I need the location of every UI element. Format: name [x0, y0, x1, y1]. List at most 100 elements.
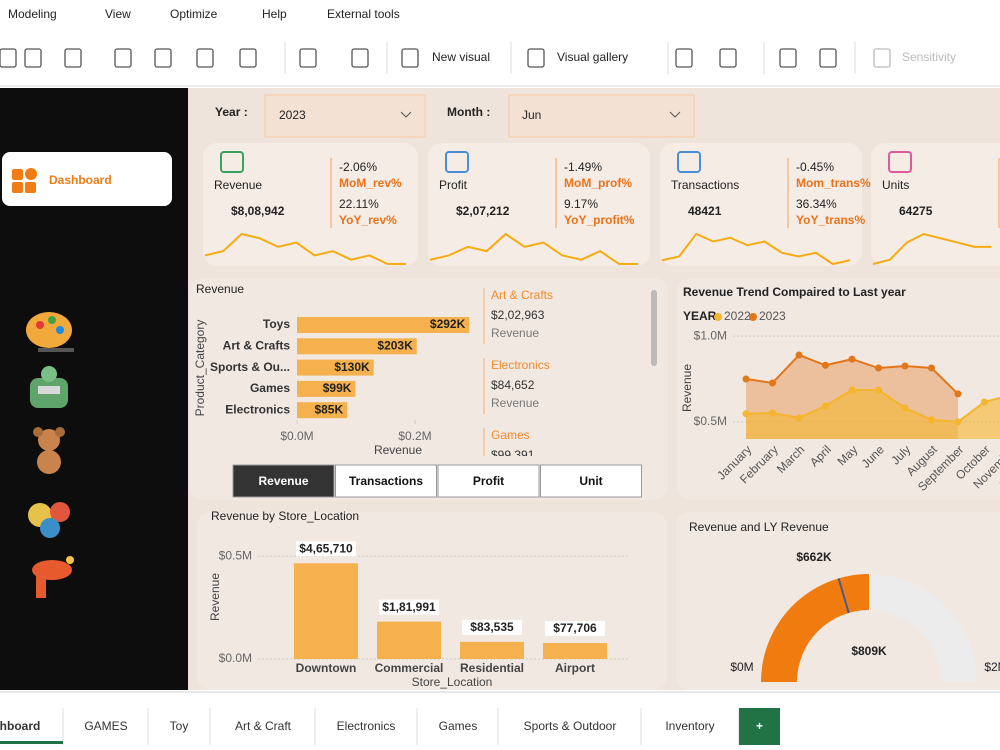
legend-swatch	[749, 313, 757, 321]
x-tick-label: Residential	[460, 661, 524, 675]
side-icons	[26, 312, 74, 598]
sheet-tab[interactable]: GAMES	[84, 719, 127, 733]
data-point[interactable]	[769, 379, 776, 387]
data-point[interactable]	[928, 364, 935, 372]
dropdown[interactable]	[264, 94, 426, 138]
data-point[interactable]	[875, 386, 882, 394]
bar[interactable]	[460, 641, 524, 659]
data-label: $130K	[334, 360, 370, 374]
legend-label: 2022	[724, 309, 751, 323]
menu-item[interactable]: Modeling	[8, 7, 57, 21]
kpi-card	[428, 143, 650, 266]
filter-label: Month :	[447, 105, 490, 119]
bar[interactable]	[294, 563, 358, 659]
x-tick-label: Airport	[555, 661, 595, 675]
menu-item[interactable]: Optimize	[170, 7, 218, 21]
slicer-button[interactable]	[437, 464, 540, 498]
x-tick-label: $0.2M	[398, 429, 431, 443]
bar[interactable]	[297, 338, 417, 355]
toolbar-button[interactable]: Sensitivity	[902, 50, 956, 64]
toolbar-icon	[114, 48, 132, 68]
bar[interactable]	[297, 359, 374, 376]
data-point[interactable]	[769, 409, 776, 417]
slicer-button[interactable]	[335, 464, 437, 498]
data-label: $85K	[314, 402, 343, 416]
data-point[interactable]	[795, 351, 803, 359]
active-tab-underline	[0, 741, 63, 744]
sheet-tab[interactable]: Inventory	[665, 719, 714, 733]
toolbar-icon	[719, 48, 737, 68]
data-point[interactable]	[981, 398, 988, 406]
bar[interactable]	[377, 621, 441, 659]
data-point[interactable]	[901, 404, 909, 412]
kpi-title: Units	[882, 178, 909, 192]
dropdown[interactable]	[508, 94, 695, 138]
sheet-tab[interactable]: Art & Craft	[235, 719, 292, 733]
kpi-yoy: 36.34%	[796, 197, 837, 211]
toolbar-button[interactable]: Visual gallery	[557, 50, 628, 64]
kpi-yoy-label: YoY_rev%	[339, 213, 397, 227]
data-point[interactable]	[954, 390, 962, 398]
toolbar-button[interactable]: New visual	[432, 50, 490, 64]
kpi-value: $2,07,212	[456, 204, 510, 218]
sheet-tab[interactable]: hboard	[0, 719, 40, 733]
data-point[interactable]	[742, 375, 750, 383]
card-value: $2,02,963	[491, 308, 545, 322]
bar[interactable]	[543, 643, 607, 659]
data-point[interactable]	[848, 355, 856, 363]
toolbar-icon	[527, 48, 545, 68]
menu-item[interactable]: View	[105, 7, 131, 21]
slicer-button[interactable]	[232, 464, 335, 498]
legend-label: 2023	[759, 309, 786, 323]
legend-title: YEAR	[683, 309, 717, 323]
data-point[interactable]	[822, 361, 829, 369]
sheet-tab[interactable]: Sports & Outdoor	[524, 719, 617, 733]
toolbar-icon	[401, 48, 419, 68]
toolbar-icon	[64, 48, 82, 68]
card-name: Art & Crafts	[491, 288, 553, 302]
scrollbar[interactable]	[651, 290, 657, 366]
menu-item[interactable]: External tools	[327, 7, 400, 21]
series-area	[746, 389, 1000, 439]
y-tick-label: $0.0M	[219, 651, 252, 665]
slicer-button[interactable]	[540, 464, 642, 498]
menu-item[interactable]: Help	[262, 7, 287, 21]
sheet-tab[interactable]: Toy	[170, 719, 189, 733]
data-label: $83,535	[470, 620, 514, 634]
data-point[interactable]	[875, 364, 882, 372]
dropdown-value: 2023	[279, 108, 306, 122]
nav-button[interactable]	[2, 152, 172, 206]
data-point[interactable]	[795, 414, 803, 422]
series-line	[745, 388, 1000, 423]
kpi-card	[871, 143, 1000, 266]
data-point[interactable]	[954, 418, 962, 426]
kpi-title: Profit	[439, 178, 468, 192]
kpi-icon	[677, 151, 701, 173]
kpi-yoy: 9.17%	[564, 197, 598, 211]
kpi-card	[660, 143, 862, 266]
chart-title: Revenue Trend Compaired to Last year	[683, 285, 906, 299]
data-point[interactable]	[928, 416, 935, 424]
toolbar-icon	[675, 48, 693, 68]
x-tick-label: Commercial	[375, 661, 444, 675]
data-point[interactable]	[742, 410, 750, 418]
gauge-value[interactable]	[761, 574, 869, 682]
chart-title: Revenue and LY Revenue	[689, 520, 829, 534]
nav-icon	[12, 168, 37, 193]
add-tab-button[interactable]	[739, 708, 780, 745]
tab-bar	[0, 690, 1000, 750]
bar[interactable]	[297, 380, 356, 397]
filter-label: Year :	[215, 105, 248, 119]
data-point[interactable]	[848, 386, 856, 394]
bar[interactable]	[297, 402, 348, 419]
data-point[interactable]	[901, 362, 909, 370]
sheet-tab[interactable]: Games	[439, 719, 478, 733]
data-label: $292K	[430, 317, 466, 331]
axis-title: Revenue	[208, 573, 222, 621]
data-label: $1,81,991	[382, 600, 436, 614]
kpi-value: 48421	[688, 204, 722, 218]
data-point[interactable]	[822, 402, 829, 410]
bar[interactable]	[297, 317, 470, 333]
sheet-tab[interactable]: Electronics	[337, 719, 396, 733]
kpi-yoy-label: YoY_profit%	[564, 213, 635, 227]
